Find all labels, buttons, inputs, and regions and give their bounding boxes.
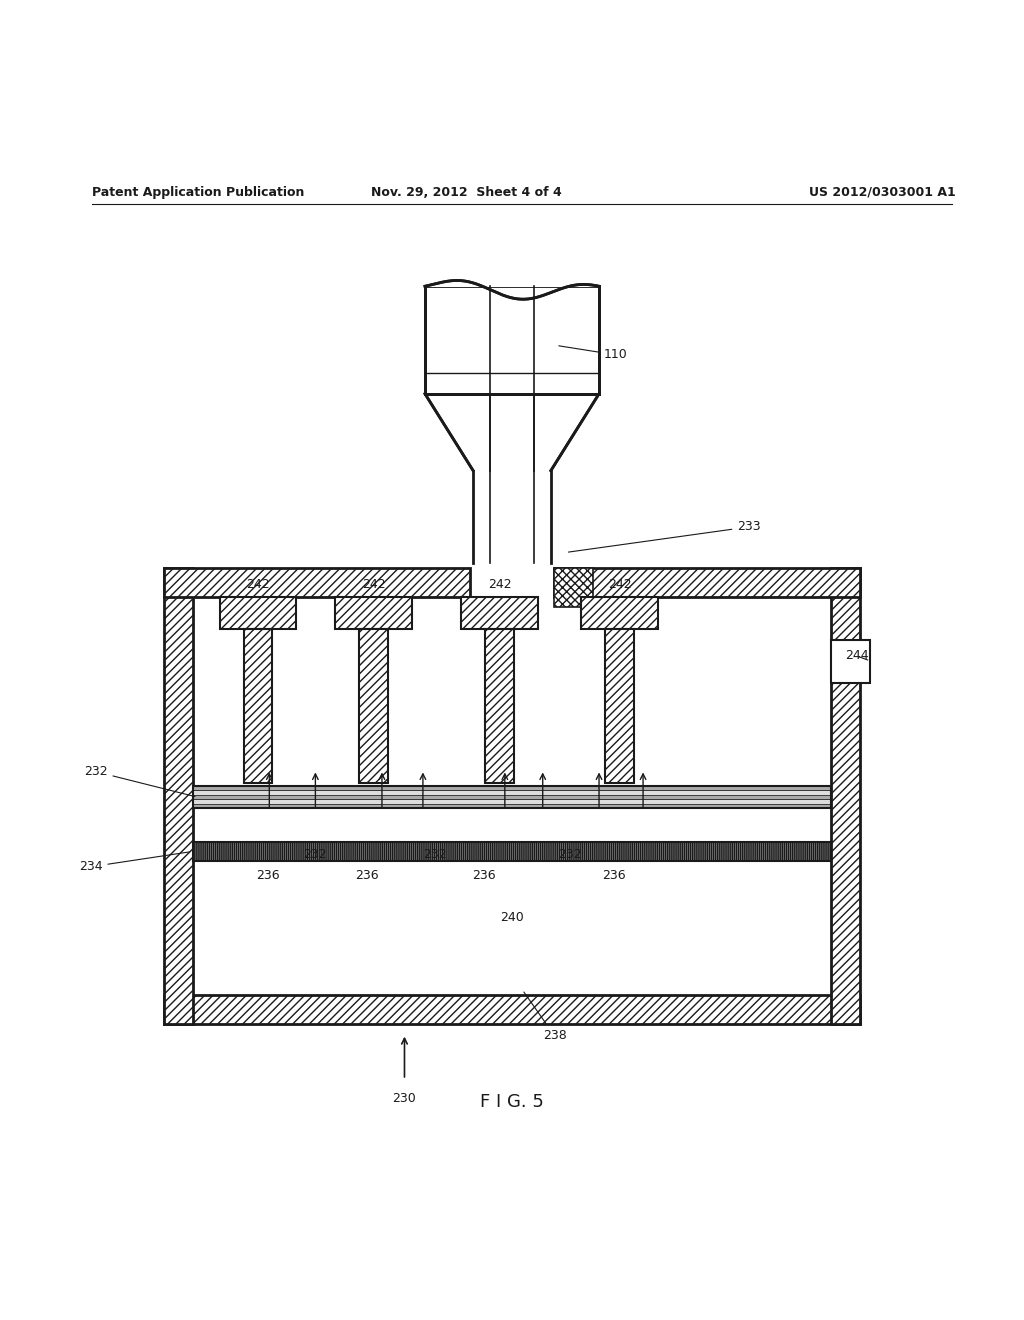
Bar xyxy=(425,286,599,393)
Bar xyxy=(193,785,831,808)
Text: 110: 110 xyxy=(559,346,628,362)
Bar xyxy=(582,597,657,630)
Bar xyxy=(582,597,657,630)
Bar xyxy=(193,804,831,808)
Bar xyxy=(193,785,831,791)
Bar xyxy=(193,800,831,804)
Text: 232: 232 xyxy=(84,766,195,796)
Polygon shape xyxy=(473,470,551,562)
Bar xyxy=(336,597,412,630)
Text: 232: 232 xyxy=(558,847,583,861)
Bar xyxy=(461,597,539,630)
Bar xyxy=(426,261,598,288)
Bar xyxy=(193,842,831,861)
Bar xyxy=(164,995,860,1023)
Text: 240: 240 xyxy=(500,911,524,924)
Bar xyxy=(605,630,634,783)
Text: US 2012/0303001 A1: US 2012/0303001 A1 xyxy=(809,186,955,198)
Bar xyxy=(831,639,870,682)
Bar xyxy=(193,795,831,800)
Bar xyxy=(485,630,514,783)
Bar xyxy=(554,568,593,607)
Text: 236: 236 xyxy=(472,869,497,882)
Text: F I G. 5: F I G. 5 xyxy=(480,1093,544,1111)
Bar xyxy=(219,597,297,630)
Text: 242: 242 xyxy=(361,578,386,591)
Bar xyxy=(831,568,860,1023)
Bar xyxy=(359,630,388,783)
Bar xyxy=(219,597,297,630)
Text: 236: 236 xyxy=(602,869,627,882)
Bar xyxy=(244,630,272,783)
Text: 244: 244 xyxy=(845,649,868,663)
Text: 233: 233 xyxy=(568,520,761,552)
Text: 230: 230 xyxy=(392,1092,417,1105)
Bar xyxy=(461,597,539,630)
Bar xyxy=(244,630,272,783)
Polygon shape xyxy=(425,393,599,470)
Bar xyxy=(164,568,470,597)
Bar xyxy=(605,630,634,783)
Text: 232: 232 xyxy=(423,847,447,861)
Bar xyxy=(336,597,412,630)
Bar xyxy=(193,791,831,795)
Text: Patent Application Publication: Patent Application Publication xyxy=(92,186,304,198)
Text: 242: 242 xyxy=(607,578,632,591)
Text: 236: 236 xyxy=(256,869,281,882)
Text: Nov. 29, 2012  Sheet 4 of 4: Nov. 29, 2012 Sheet 4 of 4 xyxy=(371,186,561,198)
Text: 236: 236 xyxy=(354,869,379,882)
Bar xyxy=(359,630,388,783)
Bar xyxy=(164,568,193,1023)
Bar xyxy=(485,630,514,783)
Text: 234: 234 xyxy=(79,851,189,874)
Text: 242: 242 xyxy=(246,578,270,591)
Text: 242: 242 xyxy=(487,578,512,591)
Text: 238: 238 xyxy=(524,993,566,1043)
Text: 232: 232 xyxy=(303,847,328,861)
Bar xyxy=(554,568,860,597)
Bar xyxy=(193,597,831,995)
